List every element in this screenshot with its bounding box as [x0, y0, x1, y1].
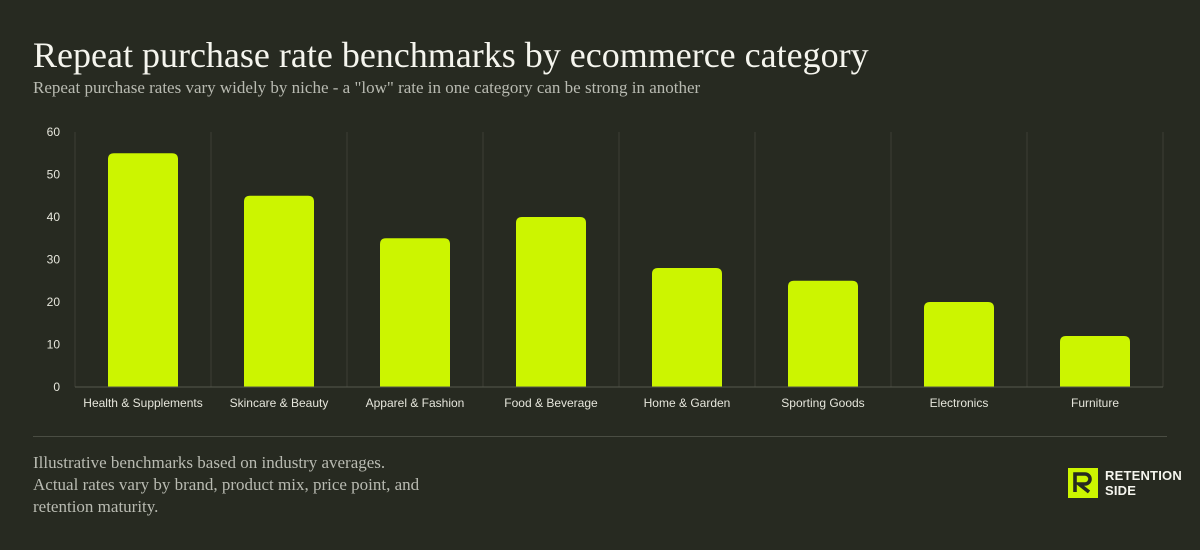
- chart-subtitle: Repeat purchase rates vary widely by nic…: [33, 78, 701, 97]
- x-tick-label: Sporting Goods: [781, 396, 864, 410]
- logo-wordmark: RETENTION SIDE: [1105, 468, 1182, 498]
- bar: [244, 195, 314, 387]
- bar: [652, 268, 722, 387]
- bar: [108, 153, 178, 387]
- retention-side-logo: RETENTION SIDE: [1068, 468, 1182, 498]
- x-tick-label: Home & Garden: [644, 396, 731, 410]
- x-tick-label: Apparel & Fashion: [366, 396, 465, 410]
- logo-line-2: SIDE: [1105, 483, 1137, 498]
- x-tick-label: Food & Beverage: [504, 396, 598, 410]
- bar: [380, 238, 450, 387]
- logo-line-1: RETENTION: [1105, 468, 1182, 483]
- x-tick-label: Furniture: [1071, 396, 1119, 410]
- bar: [516, 217, 586, 387]
- y-tick-label: 0: [53, 380, 60, 394]
- y-tick-label: 40: [47, 210, 61, 224]
- x-tick-label: Health & Supplements: [83, 396, 202, 410]
- bar: [788, 280, 858, 387]
- x-tick-label: Electronics: [930, 396, 989, 410]
- y-tick-label: 10: [47, 338, 61, 352]
- logo-mark-icon: [1068, 468, 1098, 498]
- y-tick-label: 50: [47, 168, 61, 182]
- bar: [924, 302, 994, 387]
- y-tick-label: 60: [47, 125, 61, 139]
- chart-title: Repeat purchase rate benchmarks by ecomm…: [33, 35, 869, 75]
- footnote: Illustrative benchmarks based on industr…: [33, 453, 420, 516]
- y-tick-label: 30: [47, 253, 61, 267]
- x-tick-label: Skincare & Beauty: [230, 396, 329, 410]
- bar: [1060, 336, 1130, 387]
- bar-chart: 0 10 20 30 40 50 60 Health & Supplements Skincar…: [47, 125, 1164, 410]
- footer-divider: [33, 436, 1167, 437]
- y-tick-label: 20: [47, 295, 61, 309]
